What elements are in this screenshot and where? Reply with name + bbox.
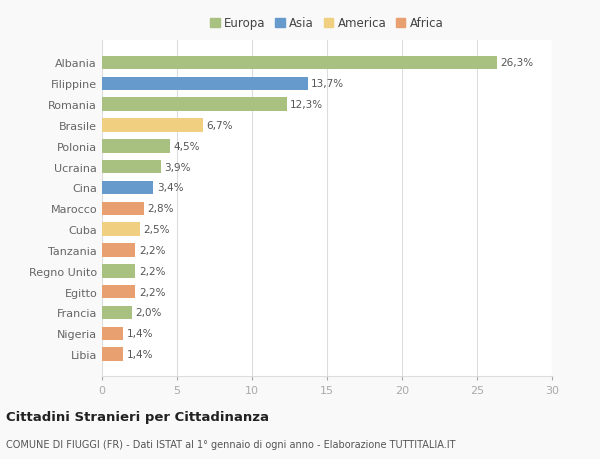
Bar [102,119,203,133]
Text: 3,9%: 3,9% [164,162,191,172]
Bar [102,306,132,319]
Text: 4,5%: 4,5% [173,141,200,151]
Bar [102,98,287,112]
Text: 2,0%: 2,0% [136,308,162,318]
Bar [102,161,161,174]
Bar [102,264,135,278]
Bar [102,140,170,153]
Text: 2,5%: 2,5% [143,224,170,235]
Bar [102,244,135,257]
Bar [102,181,153,195]
Bar [102,56,497,70]
Text: 2,2%: 2,2% [139,246,165,255]
Legend: Europa, Asia, America, Africa: Europa, Asia, America, Africa [206,14,448,34]
Bar [102,285,135,299]
Bar [102,202,144,216]
Text: 1,4%: 1,4% [127,349,153,359]
Text: 12,3%: 12,3% [290,100,323,110]
Text: 2,2%: 2,2% [139,266,165,276]
Text: 3,4%: 3,4% [157,183,183,193]
Text: 26,3%: 26,3% [500,58,533,68]
Bar [102,77,308,91]
Text: 13,7%: 13,7% [311,79,344,89]
Text: 1,4%: 1,4% [127,329,153,339]
Bar [102,347,123,361]
Text: 2,8%: 2,8% [148,204,174,214]
Text: COMUNE DI FIUGGI (FR) - Dati ISTAT al 1° gennaio di ogni anno - Elaborazione TUT: COMUNE DI FIUGGI (FR) - Dati ISTAT al 1°… [6,440,455,449]
Text: 2,2%: 2,2% [139,287,165,297]
Text: 6,7%: 6,7% [206,121,233,131]
Bar [102,223,139,236]
Text: Cittadini Stranieri per Cittadinanza: Cittadini Stranieri per Cittadinanza [6,410,269,423]
Bar [102,327,123,341]
